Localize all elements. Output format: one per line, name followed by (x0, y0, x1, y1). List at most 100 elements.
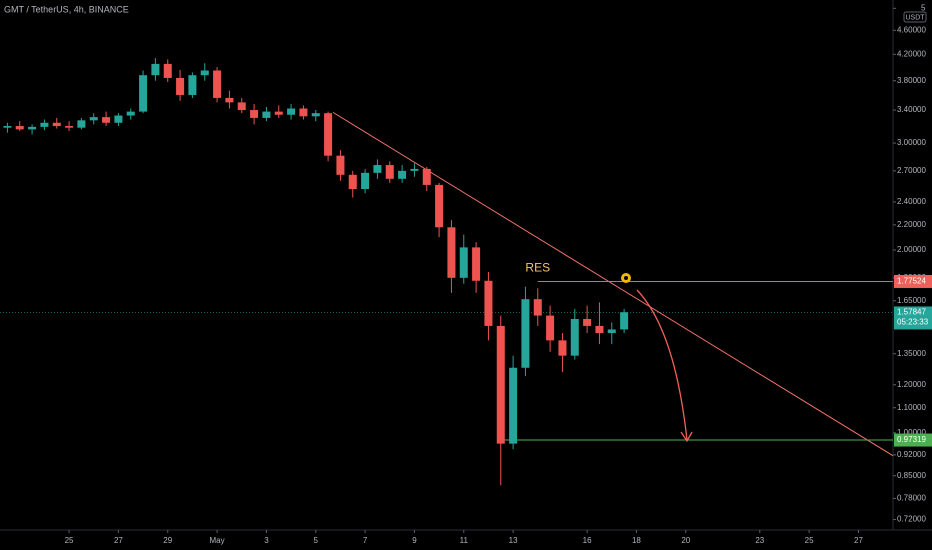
candle-body (89, 117, 98, 121)
candle-body (509, 367, 518, 444)
last-price-label: 1.57847 (897, 308, 926, 317)
y-tick-label: 1.10000 (897, 403, 926, 412)
currency[interactable]: USDT (905, 14, 925, 21)
candle-body (163, 63, 172, 78)
candle-body (176, 77, 185, 95)
candle-body (459, 247, 468, 278)
x-tick-label: May (210, 536, 225, 545)
support-price-label: 0.97319 (897, 435, 926, 444)
y-tick-label: 1.00000 (897, 428, 926, 437)
candle-body (139, 75, 148, 112)
projection-arrow (636, 289, 688, 441)
candle-body (570, 318, 579, 356)
x-tick-label: 7 (363, 536, 368, 545)
x-tick-label: 18 (632, 536, 641, 545)
candle-body (52, 122, 61, 127)
resistance-price-label: 1.77524 (897, 277, 926, 286)
y-tick-label: 1.20000 (897, 380, 926, 389)
candle-body (521, 299, 530, 368)
last-price-box (894, 306, 932, 330)
candle-body (336, 155, 345, 175)
candle-body (114, 115, 123, 123)
x-tick-label: 11 (460, 536, 469, 545)
x-tick-label: 25 (65, 536, 74, 545)
arrow-head (680, 431, 693, 443)
y-tick-label: 2.70000 (897, 166, 926, 175)
y-tick-label: 1.65000 (897, 296, 926, 305)
candle-body (484, 280, 493, 326)
candle-body (274, 111, 283, 115)
candle-body (126, 111, 135, 116)
x-tick-label: 29 (163, 536, 172, 545)
candle-body (422, 168, 431, 185)
y-tick-label: 5 (921, 3, 926, 12)
candle-body (77, 120, 86, 128)
candle-body (250, 110, 259, 118)
currency-box[interactable] (903, 11, 927, 23)
candle-body (15, 126, 24, 130)
candle-body (398, 170, 407, 179)
candle-body (287, 108, 296, 115)
x-tick-label: 5 (314, 536, 319, 545)
x-tick-label: 27 (114, 536, 123, 545)
candle-body (40, 122, 49, 127)
y-tick-label: 0.92000 (897, 450, 926, 459)
y-tick-label: 1.35000 (897, 349, 926, 358)
eye-pupil (624, 276, 628, 280)
candle-body (558, 340, 567, 356)
candle-body (595, 325, 604, 334)
candle-body (447, 227, 456, 278)
candle-body (496, 325, 505, 444)
candle-body (3, 126, 12, 128)
x-tick-label: 25 (805, 536, 814, 545)
candle-body (65, 126, 74, 128)
x-tick-label: 27 (854, 536, 863, 545)
candle-body (361, 172, 370, 190)
y-tick-label: 3.40000 (897, 105, 926, 114)
y-tick-label: 0.78000 (897, 494, 926, 503)
res-label: RES (525, 261, 550, 275)
y-tick-label: 0.72000 (897, 515, 926, 524)
candle-body (151, 63, 160, 76)
candle-body (28, 126, 37, 130)
candle-body (546, 315, 555, 341)
x-tick-label: 9 (412, 536, 417, 545)
y-tick-label: 2.40000 (897, 197, 926, 206)
candle-body (102, 117, 111, 123)
x-tick-label: 23 (755, 536, 764, 545)
x-tick-label: 13 (509, 536, 518, 545)
y-tick-label: 3.80000 (897, 76, 926, 85)
candle-body (410, 168, 419, 171)
candle-body (311, 113, 320, 117)
y-tick-label: 3.00000 (897, 138, 926, 147)
y-tick-label: 4.20000 (897, 49, 926, 58)
countdown-label: 05:23:33 (897, 318, 929, 327)
candle-body (299, 108, 308, 117)
candle-body (607, 329, 616, 334)
candle-body (262, 111, 271, 118)
support-price-box (894, 433, 932, 447)
x-tick-label: 20 (681, 536, 690, 545)
candle-body (200, 70, 209, 76)
candle-body (373, 165, 382, 173)
candle-body (533, 299, 542, 316)
candle-body (620, 312, 629, 330)
candle-body (188, 75, 197, 95)
candle-body (324, 113, 333, 156)
candle-body (583, 318, 592, 326)
y-tick-label: 2.20000 (897, 220, 926, 229)
candle-body (225, 97, 234, 103)
y-tick-label: 4.60000 (897, 25, 926, 34)
candle-body (237, 102, 246, 111)
x-tick-label: 3 (264, 536, 269, 545)
candle-body (385, 165, 394, 179)
candle-body (472, 247, 481, 281)
y-tick-label: 2.00000 (897, 245, 926, 254)
y-tick-label: 0.85000 (897, 471, 926, 480)
x-tick-label: 16 (583, 536, 592, 545)
resistance-price-box (894, 274, 932, 288)
symbol-title: GMT / TetherUS, 4h, BINANCE (4, 4, 129, 14)
candle-body (348, 174, 357, 190)
